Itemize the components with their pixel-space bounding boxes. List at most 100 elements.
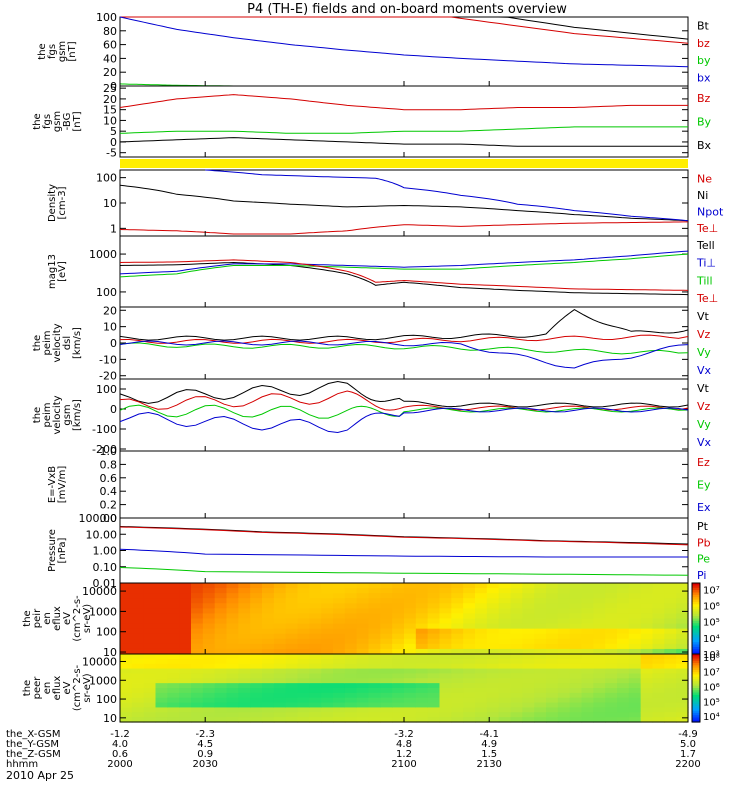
density-legend-Ne: Ne [697, 172, 712, 185]
peer_en-heat-cell [546, 658, 559, 665]
peer_en-heat-cell [546, 697, 559, 704]
peir_en-heat-cell [120, 633, 133, 640]
peir_en-colorbar-cell [692, 590, 700, 594]
peer_en-heat-cell [463, 658, 476, 665]
peir_en-heat-cell [557, 623, 571, 630]
peer_en-heat-cell [262, 712, 275, 718]
temp-ytick-label: 100 [96, 286, 117, 299]
peir_en-heat-cell [415, 623, 429, 630]
peir_en-heat-cell [534, 588, 547, 594]
peer_en-colorbar-cell [692, 697, 700, 700]
peer_en-heat-cell [593, 668, 606, 675]
peir_en-heat-cell [427, 633, 441, 640]
peer_en-heat-cell [569, 697, 583, 704]
peer_en-heat-cell [285, 697, 299, 704]
peer_en-heat-cell [392, 697, 405, 704]
peir_en-heat-cell [273, 648, 287, 655]
pressure-legend-Pt: Pt [697, 520, 709, 533]
peir_en-heat-cell [120, 643, 133, 650]
peer_en-heat-cell [664, 688, 677, 694]
peir_en-colorbar-cell [692, 644, 700, 648]
peer_en-heat-cell [522, 683, 535, 689]
density-ytick-label: 100 [96, 172, 117, 185]
peer_en-heat-cell [155, 697, 168, 704]
peir_en-heat-cell [486, 643, 500, 650]
peer_en-heat-cell [593, 717, 606, 723]
peir_en-heat-cell [321, 613, 334, 620]
peer_en-heat-cell [640, 697, 654, 704]
peer_en-heat-cell [262, 692, 275, 699]
peir_en-heat-cell [131, 633, 145, 640]
peir_en-colorbar-cell [692, 592, 700, 596]
peim_dsl-series-Vz [119, 334, 689, 344]
peer_en-heat-cell [333, 688, 346, 694]
peer_en-heat-cell [250, 663, 263, 670]
peim_gsm-legend-Vt: Vt [697, 382, 710, 395]
peir_en-heat-cell [652, 583, 665, 589]
peer_en-heat-cell [510, 702, 523, 709]
peir_en-heat-cell [191, 633, 204, 640]
xaxis-row-label: the_X-GSM [6, 729, 60, 740]
peer_en-heat-cell [380, 668, 393, 675]
peer_en-heat-cell [676, 707, 689, 713]
peer_en-heat-cell [498, 717, 512, 723]
peer_en-heat-cell [321, 697, 334, 704]
peir_en-heat-cell [628, 633, 642, 640]
peer_en-heat-cell [131, 663, 145, 670]
peer_en-heat-cell [581, 678, 594, 684]
peir_en-heat-cell [498, 583, 512, 589]
peir_en-heat-cell [273, 613, 287, 620]
peir_en-heat-cell [120, 608, 133, 615]
peer_en-heat-cell [569, 683, 583, 689]
peer_en-heat-cell [238, 673, 251, 679]
peer_en-heat-cell [522, 654, 535, 660]
peir_en-heat-cell [238, 583, 251, 589]
peir_en-heat-cell [179, 598, 192, 604]
peer_en-heat-cell [392, 717, 405, 723]
peir_en-heat-cell [356, 648, 370, 655]
peer_en-heat-cell [380, 702, 393, 709]
peer_en-heat-cell [179, 683, 192, 689]
peir_en-heat-cell [652, 633, 665, 640]
peer_en-heat-cell [546, 683, 559, 689]
peir_en-heat-cell [676, 643, 689, 650]
peir_en-heat-cell [427, 593, 441, 599]
peir_en-heat-cell [392, 593, 405, 599]
peir_en-heat-cell [344, 598, 358, 604]
peer_en-heat-cell [344, 697, 358, 704]
peer_en-heat-cell [640, 668, 654, 675]
peir_en-heat-cell [321, 628, 334, 635]
peir_en-heat-cell [191, 593, 204, 599]
peer_en-heat-cell [238, 692, 251, 699]
peer_en-heat-cell [628, 654, 642, 660]
peir_en-heat-cell [628, 648, 642, 655]
peir_en-heat-cell [214, 648, 228, 655]
peer_en-heat-cell [404, 683, 417, 689]
peir_en-heat-cell [333, 603, 346, 609]
peer_en-heat-cell [191, 658, 204, 665]
fgs_gse-ytick-label: 10 [103, 114, 117, 127]
peer_en-heat-cell [439, 692, 452, 699]
pressure-series-Pi [119, 548, 688, 558]
peim_gsm-series-Vz [119, 390, 689, 411]
peer_en-heat-cell [356, 668, 370, 675]
peer_en-heat-cell [486, 683, 500, 689]
peer_en-heat-cell [463, 697, 476, 704]
peer_en-heat-cell [486, 692, 500, 699]
peer_en-heat-cell [581, 688, 594, 694]
peer_en-heat-cell [143, 688, 157, 694]
peir_en-heat-cell [569, 593, 583, 599]
peer_en-heat-cell [451, 673, 464, 679]
peir_en-heat-cell [155, 643, 168, 650]
peer_en-heat-cell [628, 702, 642, 709]
peir_en-heat-cell [652, 608, 665, 615]
peir_en-heat-cell [522, 618, 535, 625]
peir_en-heat-cell [664, 618, 677, 625]
peir_en-heat-cell [155, 603, 168, 609]
peir_en-heat-cell [451, 648, 464, 655]
peer_en-heat-cell [427, 678, 441, 684]
peir_en-heat-cell [546, 628, 559, 635]
peer_en-heat-cell [321, 717, 334, 723]
peer_en-heat-cell [486, 702, 500, 709]
peir_en-ytick-label: 10 [103, 646, 117, 659]
